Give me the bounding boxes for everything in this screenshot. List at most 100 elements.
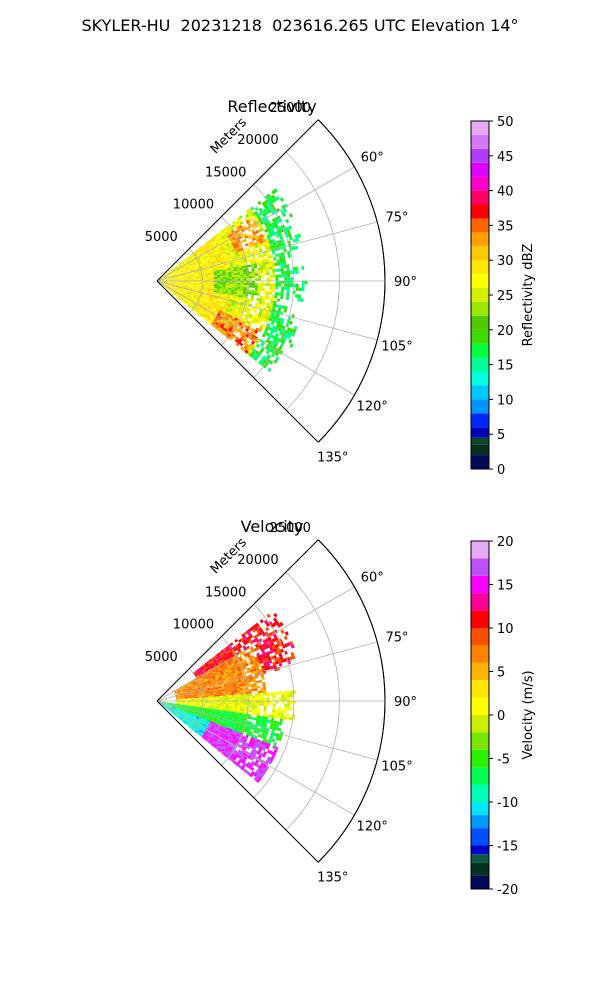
data-cell <box>219 286 223 289</box>
data-cell <box>237 282 241 285</box>
data-cell <box>238 322 243 326</box>
data-cell <box>193 307 197 310</box>
data-cell <box>238 263 243 267</box>
data-cell <box>220 239 224 243</box>
data-cell <box>215 292 219 295</box>
data-cell <box>173 269 177 272</box>
data-cell <box>262 744 267 749</box>
data-cell <box>191 299 195 302</box>
data-cell <box>190 702 194 704</box>
data-cell <box>183 271 187 274</box>
data-cell <box>220 323 225 328</box>
data-cell <box>252 320 256 324</box>
data-cell <box>241 297 245 301</box>
data-cell <box>186 257 190 260</box>
data-cell <box>237 760 241 765</box>
data-cell <box>224 292 228 295</box>
data-cell <box>215 242 219 246</box>
data-cell <box>224 255 228 259</box>
data-cell <box>234 302 238 305</box>
data-cell <box>250 766 255 772</box>
data-cell <box>202 670 207 674</box>
data-cell <box>188 267 192 270</box>
data-cell <box>224 253 228 257</box>
data-cell <box>242 267 246 271</box>
data-cell <box>186 256 189 260</box>
data-cell <box>225 656 229 660</box>
data-cell <box>193 285 197 287</box>
data-cell <box>222 692 226 695</box>
data-cell <box>263 711 267 715</box>
data-cell <box>166 285 170 287</box>
data-cell <box>257 290 261 294</box>
data-cell <box>253 717 257 721</box>
data-cell <box>243 324 248 329</box>
data-cell <box>266 209 272 214</box>
data-cell <box>256 669 260 674</box>
data-cell <box>199 703 203 706</box>
data-cell <box>230 713 234 716</box>
data-cell <box>215 233 220 237</box>
data-cell <box>192 271 196 273</box>
data-cell <box>187 286 191 288</box>
colorbar-tick-label: 15 <box>497 579 514 594</box>
data-cell <box>190 301 194 304</box>
data-cell <box>269 283 273 287</box>
data-cell <box>173 710 177 712</box>
data-cell <box>195 682 200 685</box>
data-cell <box>213 234 218 239</box>
data-cell <box>257 273 261 276</box>
data-cell <box>172 712 175 716</box>
data-cell <box>216 671 220 675</box>
data-cell <box>193 256 197 260</box>
data-cell <box>193 274 197 276</box>
data-cell <box>266 323 271 327</box>
data-cell <box>205 730 209 733</box>
data-cell <box>205 274 209 277</box>
data-cell <box>234 638 239 643</box>
data-cell <box>197 672 201 676</box>
colorbar-band <box>471 315 489 330</box>
data-cell <box>190 695 194 697</box>
data-cell <box>182 291 186 294</box>
data-cell <box>214 254 218 257</box>
data-cell <box>219 274 223 277</box>
data-cell <box>235 262 239 266</box>
data-cell <box>210 286 215 288</box>
data-cell <box>200 265 204 268</box>
data-cell <box>167 704 170 706</box>
data-cell <box>256 767 261 772</box>
data-cell <box>231 248 235 252</box>
data-cell <box>206 307 211 311</box>
data-cell <box>231 668 235 672</box>
data-cell <box>286 264 290 268</box>
data-cell <box>201 707 206 710</box>
data-cell <box>281 242 286 246</box>
data-cell <box>216 711 220 714</box>
data-cell <box>169 704 173 707</box>
data-cell <box>248 236 252 240</box>
data-cell <box>286 327 291 332</box>
data-cell <box>266 695 270 698</box>
data-cell <box>219 259 223 262</box>
data-cell <box>269 286 273 290</box>
data-cell <box>213 727 217 731</box>
data-cell <box>226 733 231 737</box>
data-cell <box>198 691 202 694</box>
data-cell <box>215 249 220 253</box>
data-cell <box>185 701 189 703</box>
data-cell <box>208 684 213 687</box>
data-cell <box>183 301 187 304</box>
data-cell <box>241 662 245 666</box>
data-cell <box>190 714 194 717</box>
data-cell <box>212 314 217 318</box>
data-cell <box>219 750 224 754</box>
data-cell <box>200 295 204 298</box>
data-cell <box>255 658 260 663</box>
data-cell <box>217 240 222 244</box>
data-cell <box>257 708 261 711</box>
data-cell <box>262 355 267 360</box>
data-cell <box>176 269 180 272</box>
data-cell <box>257 695 261 699</box>
data-cell <box>184 693 188 695</box>
